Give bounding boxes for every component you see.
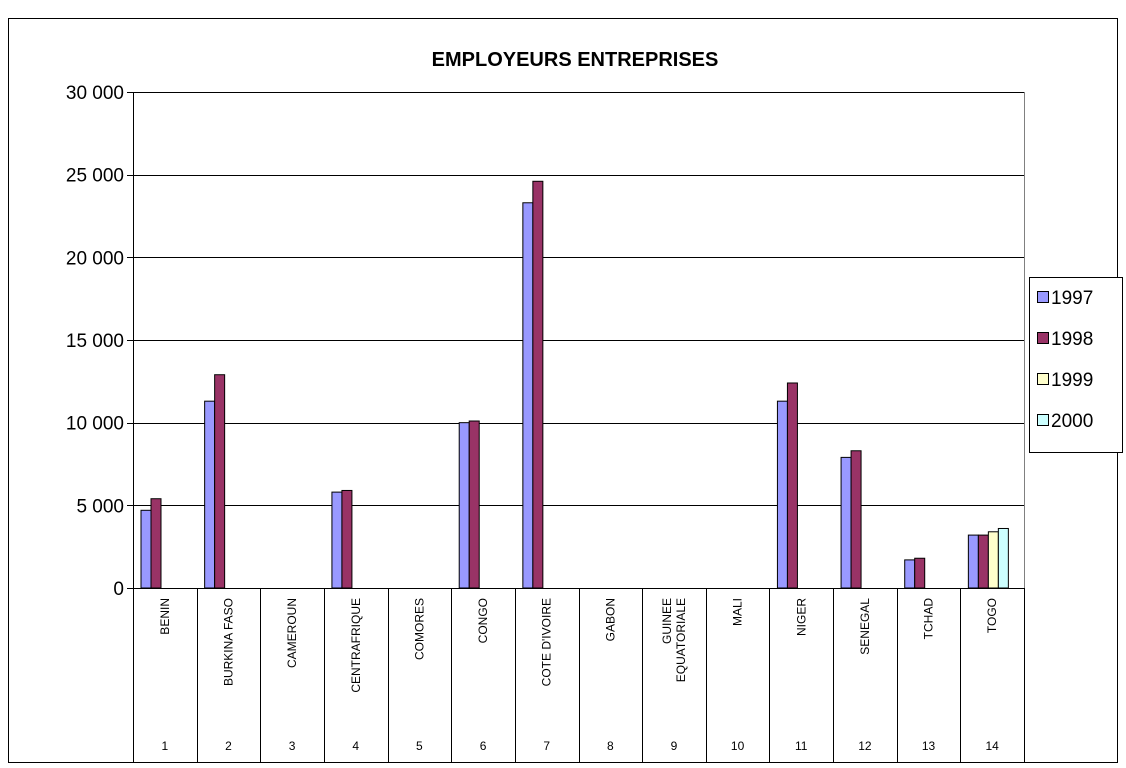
category-label: GABON bbox=[603, 598, 617, 641]
legend-swatch-1998 bbox=[1037, 332, 1049, 344]
category-label: CENTRAFRIQUE bbox=[349, 598, 363, 693]
bar-1997-congo bbox=[458, 422, 470, 589]
bar-1998-tchad bbox=[914, 557, 926, 589]
category-number: 5 bbox=[416, 739, 423, 753]
gridlines bbox=[133, 92, 1024, 506]
category-label-part: EQUATORIALE bbox=[674, 598, 688, 682]
y-tick-label: 25 000 bbox=[66, 166, 124, 187]
y-tick-label: 20 000 bbox=[66, 248, 124, 269]
bar-1998-togo bbox=[977, 534, 989, 589]
category-number: 1 bbox=[161, 739, 168, 753]
bar-1998-congo bbox=[468, 420, 480, 589]
y-tick-label: 15 000 bbox=[66, 331, 124, 352]
legend-label: 1998 bbox=[1051, 329, 1093, 350]
category-label: MALI bbox=[731, 598, 745, 626]
category-number: 13 bbox=[922, 739, 936, 753]
category-number: 12 bbox=[858, 739, 872, 753]
category-label: COMORES bbox=[412, 598, 426, 660]
legend-swatch-2000 bbox=[1037, 414, 1049, 426]
bar-1998-benin bbox=[150, 498, 162, 589]
y-tick-label: 0 bbox=[113, 579, 124, 600]
bar-1997-cote-d-ivoire bbox=[522, 202, 534, 589]
category-number: 11 bbox=[795, 739, 808, 753]
category-label: TCHAD bbox=[922, 598, 936, 640]
category-number: 10 bbox=[731, 739, 745, 753]
category-number: 9 bbox=[671, 739, 678, 753]
category-label: GUINEEEQUATORIALE bbox=[660, 598, 688, 682]
chart-title: EMPLOYEURS ENTREPRISES bbox=[432, 49, 719, 71]
axes bbox=[127, 92, 1025, 762]
y-tick-label: 30 000 bbox=[66, 83, 124, 104]
x-category-labels: BENIN 1 BURKINA FASO 2 CAMEROUN 3 CENTRAFRIQUE… bbox=[158, 598, 999, 753]
category-number: 6 bbox=[480, 739, 487, 753]
bar-1997-togo bbox=[967, 534, 979, 589]
category-label: CONGO bbox=[476, 598, 490, 643]
category-number: 8 bbox=[607, 739, 614, 753]
bar-1998-senegal bbox=[850, 450, 862, 589]
category-label: TOGO bbox=[985, 598, 999, 633]
category-label-part: GUINEE bbox=[660, 598, 674, 644]
category-label: BENIN bbox=[158, 598, 172, 635]
bar-1997-centrafrique bbox=[331, 491, 343, 589]
bar-1999-togo bbox=[987, 531, 999, 589]
category-label: NIGER bbox=[794, 598, 808, 636]
y-tick-label: 10 000 bbox=[66, 414, 124, 435]
category-number: 2 bbox=[225, 739, 232, 753]
legend: 1997 1998 1999 2000 bbox=[1029, 277, 1123, 453]
legend-swatch-1999 bbox=[1037, 373, 1049, 385]
bar-1997-niger bbox=[776, 400, 788, 589]
bar-1998-cote-d-ivoire bbox=[532, 180, 544, 589]
y-tick-label: 5 000 bbox=[76, 496, 124, 517]
bar-1998-niger bbox=[786, 382, 798, 589]
bar-1997-senegal bbox=[840, 456, 852, 589]
category-label: CAMEROUN bbox=[285, 598, 299, 668]
bar-2000-togo bbox=[997, 527, 1009, 589]
category-label: SENEGAL bbox=[858, 598, 872, 655]
bar-1998-centrafrique bbox=[341, 489, 353, 589]
category-label: COTE D'IVOIRE bbox=[540, 598, 554, 686]
category-number: 4 bbox=[352, 739, 359, 753]
category-number: 7 bbox=[543, 739, 550, 753]
legend-label: 2000 bbox=[1051, 411, 1093, 432]
y-tick-labels: 0 5 000 10 000 15 000 20 000 25 000 30 000 bbox=[66, 83, 124, 600]
category-number: 3 bbox=[289, 739, 296, 753]
legend-label: 1997 bbox=[1051, 288, 1093, 309]
bar-1998-burkina-faso bbox=[214, 374, 226, 589]
bar-1997-tchad bbox=[904, 559, 916, 589]
category-label: BURKINA FASO bbox=[221, 598, 235, 686]
legend-label: 1999 bbox=[1051, 370, 1093, 391]
bar-1997-burkina-faso bbox=[204, 400, 216, 589]
legend-swatch-1997 bbox=[1037, 291, 1049, 303]
bar-1997-benin bbox=[140, 509, 152, 589]
category-number: 14 bbox=[985, 739, 999, 753]
